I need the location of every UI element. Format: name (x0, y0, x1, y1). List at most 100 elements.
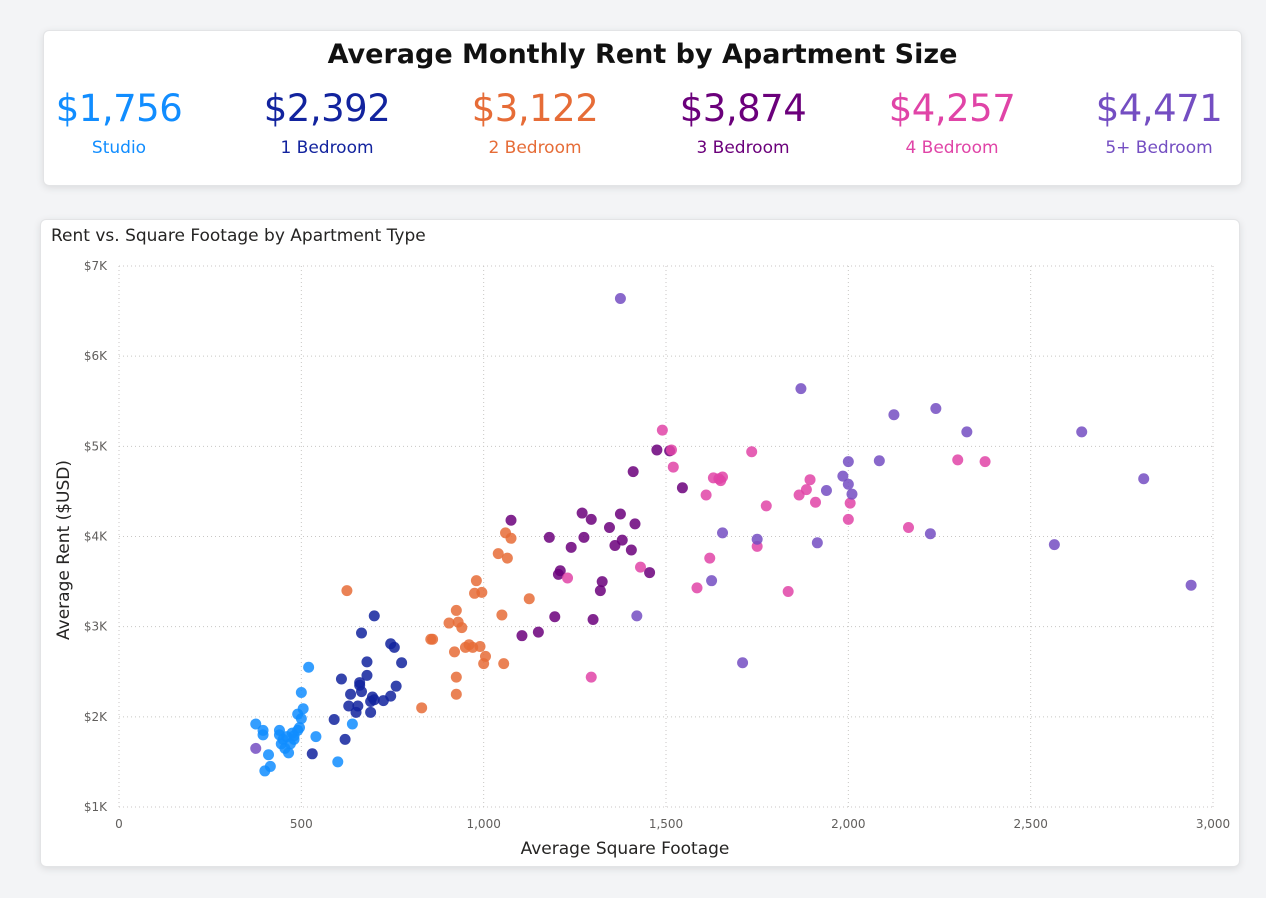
data-point[interactable] (523, 593, 535, 605)
data-point[interactable] (448, 646, 460, 658)
data-point[interactable] (800, 484, 812, 496)
data-point[interactable] (903, 521, 915, 533)
data-point[interactable] (303, 661, 315, 673)
data-point[interactable] (339, 733, 351, 745)
data-point[interactable] (979, 456, 991, 468)
data-point[interactable] (596, 576, 608, 588)
data-point[interactable] (352, 700, 364, 712)
data-point[interactable] (603, 521, 615, 533)
data-point[interactable] (335, 673, 347, 685)
data-point[interactable] (1185, 579, 1197, 591)
data-point[interactable] (706, 575, 718, 587)
data-point[interactable] (476, 586, 488, 598)
data-point[interactable] (842, 478, 854, 490)
data-point[interactable] (385, 690, 397, 702)
data-point[interactable] (782, 586, 794, 598)
data-point[interactable] (543, 531, 555, 543)
data-point[interactable] (516, 630, 528, 642)
data-point[interactable] (295, 686, 307, 698)
data-point[interactable] (332, 756, 344, 768)
data-point[interactable] (585, 513, 597, 525)
data-point[interactable] (396, 657, 408, 669)
data-point[interactable] (842, 513, 854, 525)
data-point[interactable] (625, 544, 637, 556)
data-point[interactable] (700, 489, 712, 501)
data-point[interactable] (717, 527, 729, 539)
data-point[interactable] (691, 582, 703, 594)
data-point[interactable] (704, 552, 716, 564)
data-point[interactable] (717, 471, 729, 483)
data-point[interactable] (310, 731, 322, 743)
data-point[interactable] (837, 470, 849, 482)
data-point[interactable] (844, 497, 856, 509)
data-point[interactable] (427, 633, 439, 645)
data-point[interactable] (587, 613, 599, 625)
data-point[interactable] (811, 537, 823, 549)
data-point[interactable] (505, 532, 517, 544)
data-point[interactable] (930, 402, 942, 414)
data-point[interactable] (365, 706, 377, 718)
data-point[interactable] (952, 454, 964, 466)
data-point[interactable] (810, 496, 822, 508)
data-point[interactable] (505, 514, 517, 526)
data-point[interactable] (343, 700, 355, 712)
data-point[interactable] (627, 466, 639, 478)
data-point[interactable] (961, 426, 973, 438)
data-point[interactable] (450, 671, 462, 683)
data-point[interactable] (450, 688, 462, 700)
data-point[interactable] (474, 641, 486, 653)
data-point[interactable] (470, 575, 482, 587)
data-point[interactable] (565, 541, 577, 553)
data-point[interactable] (737, 657, 749, 669)
data-point[interactable] (820, 485, 832, 497)
data-point[interactable] (501, 552, 513, 564)
data-point[interactable] (1138, 473, 1150, 485)
data-point[interactable] (263, 749, 275, 761)
data-point[interactable] (746, 446, 758, 458)
data-point[interactable] (456, 622, 468, 634)
data-point[interactable] (361, 656, 373, 668)
data-point[interactable] (651, 444, 663, 456)
data-point[interactable] (576, 507, 588, 519)
data-point[interactable] (264, 760, 276, 772)
data-point[interactable] (667, 461, 679, 473)
data-point[interactable] (888, 409, 900, 421)
data-point[interactable] (479, 650, 491, 662)
data-point[interactable] (361, 669, 373, 681)
data-point[interactable] (1048, 539, 1060, 551)
data-point[interactable] (345, 688, 357, 700)
data-point[interactable] (616, 534, 628, 546)
data-point[interactable] (631, 610, 643, 622)
data-point[interactable] (614, 508, 626, 520)
data-point[interactable] (498, 658, 510, 670)
data-point[interactable] (532, 626, 544, 638)
data-point[interactable] (578, 531, 590, 543)
data-point[interactable] (297, 703, 309, 715)
data-point[interactable] (250, 718, 262, 730)
data-point[interactable] (356, 686, 368, 698)
data-point[interactable] (328, 714, 340, 726)
data-point[interactable] (676, 482, 688, 494)
data-point[interactable] (257, 724, 269, 736)
data-point[interactable] (443, 617, 455, 629)
data-point[interactable] (1076, 426, 1088, 438)
data-point[interactable] (368, 610, 380, 622)
data-point[interactable] (496, 609, 508, 621)
data-point[interactable] (283, 747, 295, 759)
data-point[interactable] (368, 694, 380, 706)
data-point[interactable] (554, 565, 566, 577)
data-point[interactable] (656, 424, 668, 436)
data-point[interactable] (842, 456, 854, 468)
data-point[interactable] (388, 641, 400, 653)
data-point[interactable] (549, 611, 561, 623)
data-point[interactable] (665, 444, 677, 456)
data-point[interactable] (346, 718, 358, 730)
data-point[interactable] (594, 585, 606, 597)
data-point[interactable] (250, 742, 262, 754)
data-point[interactable] (294, 722, 306, 734)
data-point[interactable] (644, 567, 656, 579)
data-point[interactable] (585, 671, 597, 683)
data-point[interactable] (390, 680, 402, 692)
data-point[interactable] (634, 561, 646, 573)
data-point[interactable] (751, 533, 763, 545)
